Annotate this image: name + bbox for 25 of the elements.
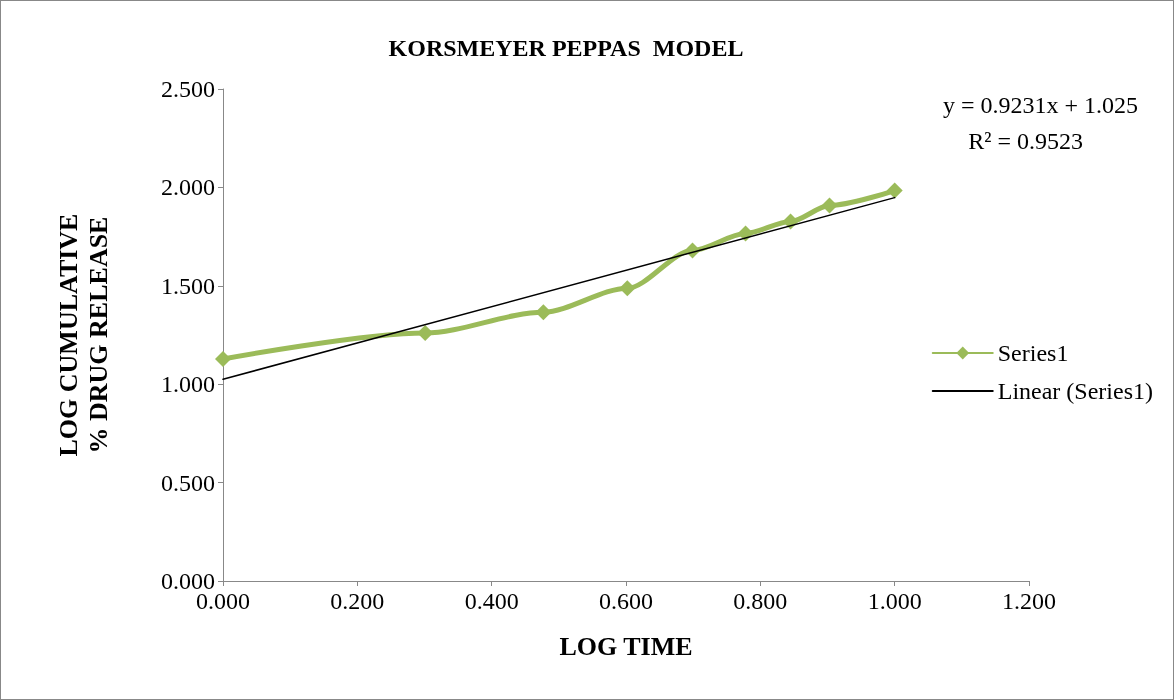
legend-label: Series1 bbox=[997, 340, 1069, 366]
chart-title: KORSMEYER PEPPAS MODEL bbox=[388, 35, 744, 61]
point bbox=[886, 182, 903, 199]
x-tick-label: 1.000 bbox=[867, 588, 922, 614]
x-tick-label: 0.400 bbox=[464, 588, 519, 614]
point bbox=[737, 225, 754, 242]
y-tick-label: 1.000 bbox=[161, 371, 215, 398]
x-tick-label: 0.800 bbox=[733, 588, 788, 614]
y-axis-title: LOG CUMULATIVE % DRUG RELEASE bbox=[53, 213, 113, 457]
y-tick-label: 0.500 bbox=[161, 469, 215, 496]
point bbox=[215, 351, 231, 368]
point bbox=[782, 213, 799, 230]
x-tick-label: 0.600 bbox=[599, 588, 653, 614]
point bbox=[535, 304, 552, 321]
y-tick-label: 2.500 bbox=[161, 76, 215, 102]
x-tick-label: 1.200 bbox=[1002, 588, 1056, 614]
annotation: R² = 0.9523 bbox=[968, 128, 1084, 154]
x-axis-title: LOG TIME bbox=[559, 631, 693, 661]
annotation: y = 0.9231x + 1.025 bbox=[942, 92, 1139, 118]
y-tick-label: 2.000 bbox=[161, 174, 215, 201]
point bbox=[821, 197, 838, 214]
legend-label: Linear (Series1) bbox=[997, 378, 1153, 404]
y-tick-label: 1.500 bbox=[161, 272, 215, 299]
x-tick-label: 0.200 bbox=[330, 588, 385, 614]
point bbox=[619, 280, 636, 297]
